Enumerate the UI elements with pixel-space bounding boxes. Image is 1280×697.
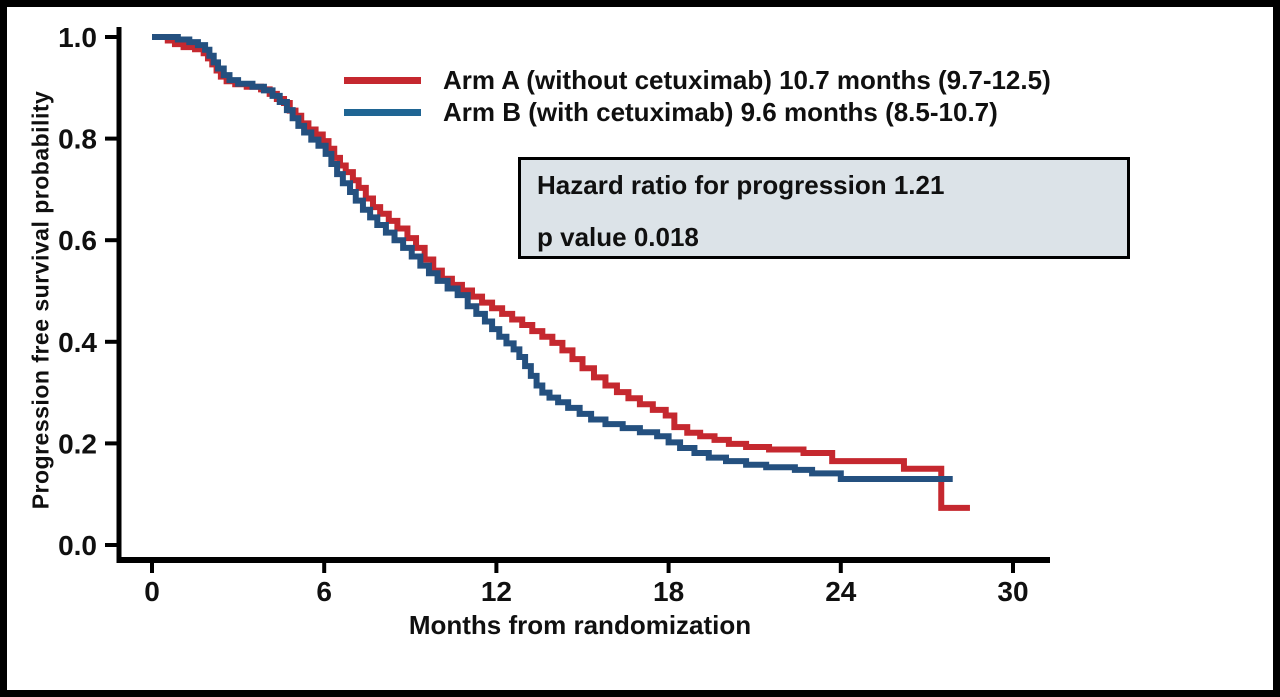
x-axis-title: Months from randomization <box>408 610 752 640</box>
survival-curve-arm-b <box>152 34 953 482</box>
x-tick-label: 24 <box>825 576 857 607</box>
legend: Arm A (without cetuximab) 10.7 months (9… <box>344 64 1051 128</box>
hazard-ratio-text: Hazard ratio for progression 1.21 <box>537 170 945 200</box>
y-tick-label: 0.2 <box>58 428 97 459</box>
p-value-text: p value 0.018 <box>537 222 699 252</box>
legend-item-arm-a: Arm A (without cetuximab) 10.7 months (9… <box>344 64 1051 96</box>
y-tick-label: 0.0 <box>58 530 97 561</box>
y-axis-title: Progression free survival probability <box>27 90 54 510</box>
x-tick-label: 12 <box>481 576 512 607</box>
legend-label-arm-b: Arm B (with cetuximab) 9.6 months (8.5-1… <box>443 96 998 127</box>
arm-a-line-swatch <box>344 76 421 84</box>
arm-b-line-swatch <box>344 108 421 116</box>
y-tick-label: 0.8 <box>58 124 97 155</box>
x-tick-label: 30 <box>997 576 1028 607</box>
x-tick-label: 6 <box>316 576 332 607</box>
legend-label-arm-a: Arm A (without cetuximab) 10.7 months (9… <box>443 64 1051 95</box>
y-tick-label: 1.0 <box>58 22 97 53</box>
y-tick-label: 0.6 <box>58 225 97 256</box>
stats-annotation-box: Hazard ratio for progression 1.21 p valu… <box>518 157 1130 259</box>
x-tick-label: 0 <box>144 576 160 607</box>
x-tick-label: 18 <box>653 576 684 607</box>
y-tick-label: 0.4 <box>58 327 97 358</box>
legend-item-arm-b: Arm B (with cetuximab) 9.6 months (8.5-1… <box>344 96 1051 128</box>
